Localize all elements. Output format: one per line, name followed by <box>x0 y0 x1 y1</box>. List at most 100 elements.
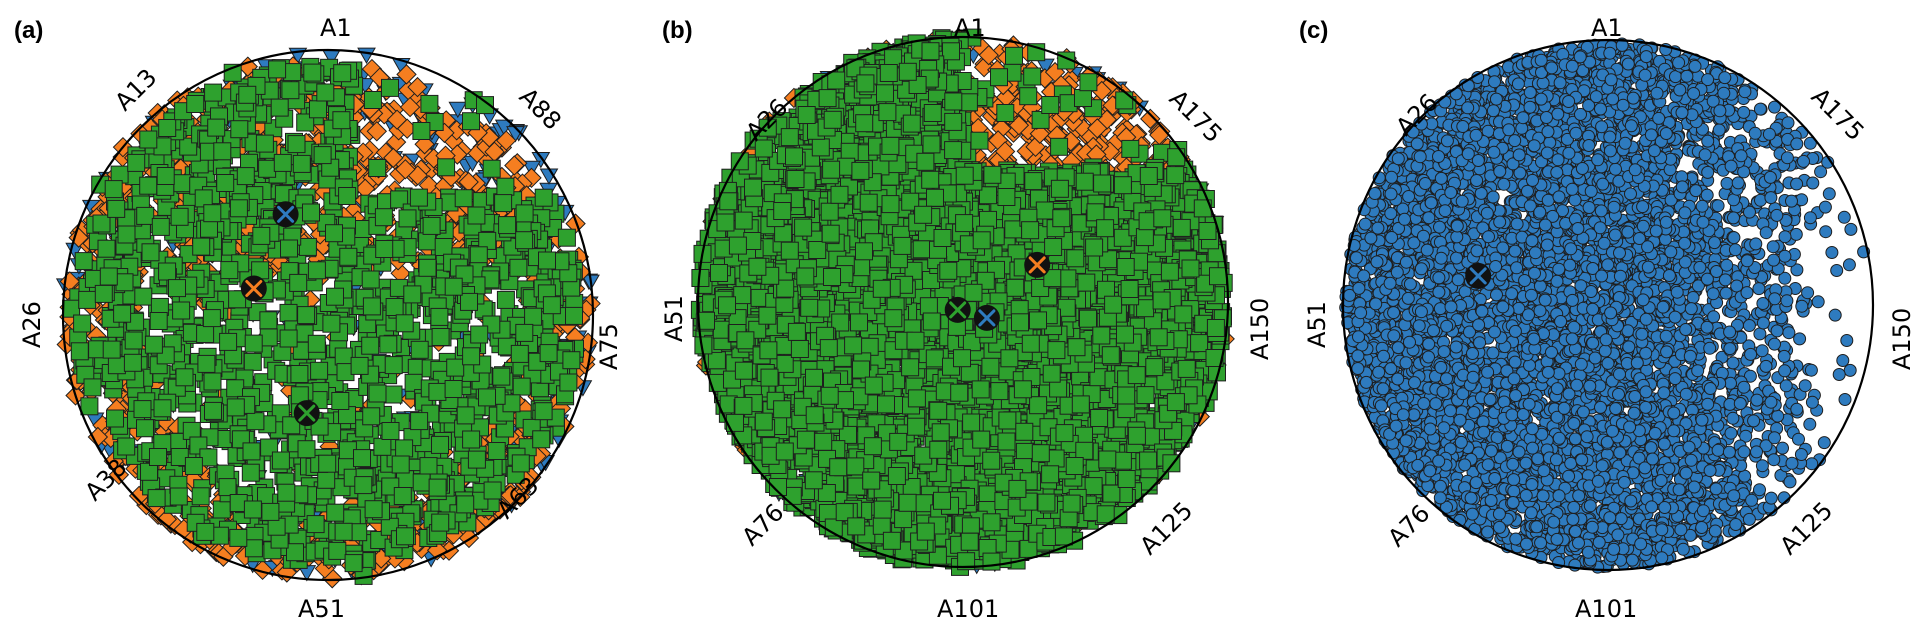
panel-0-point <box>203 204 222 223</box>
panel-a-anchor-A26: A26 <box>18 301 46 348</box>
panel-0-point <box>454 189 473 208</box>
panel-0-point <box>243 352 262 371</box>
panel-0-point <box>191 487 210 506</box>
panel-0-point <box>80 397 99 416</box>
panel-0-point <box>83 378 102 397</box>
panel-0-point <box>307 261 326 280</box>
panel-0-point <box>316 83 335 102</box>
panel-0-point <box>318 454 337 473</box>
panel-0-point <box>456 495 475 514</box>
panel-0-point <box>184 457 203 475</box>
panel-0-point <box>362 407 381 426</box>
panel-0-point <box>350 356 369 375</box>
panel-0-centroid-2 <box>293 400 320 427</box>
panel-0-point <box>212 500 231 519</box>
panel-0-point <box>374 208 393 227</box>
panel-0-point <box>403 285 422 304</box>
panel-0-point <box>430 307 449 326</box>
panel-0-point <box>565 306 583 325</box>
panel-0-point <box>509 258 528 277</box>
panel-0-point <box>158 262 177 281</box>
panel-0-point <box>213 142 232 161</box>
panel-0-point <box>226 379 245 398</box>
panel-0-point <box>158 119 177 137</box>
panel-0-point <box>410 412 429 431</box>
panel-0-point <box>287 135 306 154</box>
panel-a-anchor-A1: A1 <box>320 14 352 42</box>
panel-0-point <box>412 473 431 492</box>
panel-0-point <box>168 279 186 298</box>
panel-0-point <box>487 442 506 460</box>
panel-0-point <box>361 270 380 289</box>
panel-0-point <box>149 312 168 330</box>
panel-0-point <box>127 153 146 172</box>
panel-0-point <box>381 422 400 440</box>
panel-0-point <box>117 225 136 244</box>
panel-0-point <box>532 430 551 449</box>
panel-0-point <box>428 478 447 497</box>
panel-0-point <box>496 290 515 309</box>
panel-0-point <box>332 111 351 130</box>
panel-0-point <box>141 243 160 262</box>
panel-0-point <box>204 401 222 420</box>
panel-0-point <box>107 356 126 375</box>
panel-0-point <box>246 412 265 431</box>
panel-0-point <box>428 382 447 401</box>
panel-0-point <box>444 380 463 398</box>
panel-0-point <box>478 388 496 407</box>
panel-0-point <box>124 331 143 350</box>
panel-0-point <box>172 301 191 320</box>
panel-0-point <box>268 60 287 79</box>
panel-0-point <box>219 332 238 351</box>
panel-0-point <box>281 81 300 100</box>
panel-0-point <box>229 199 248 218</box>
panel-0-point <box>271 451 290 470</box>
panel-0-point <box>136 419 154 438</box>
panel-0-point <box>310 361 329 380</box>
panel-0-point <box>534 188 553 207</box>
panel-0-point <box>173 174 192 193</box>
panel-0-point <box>325 224 343 243</box>
panel-0-point <box>467 206 486 225</box>
panel-0-point <box>243 500 262 519</box>
panel-0-point <box>326 287 344 306</box>
panel-0-point <box>297 306 316 325</box>
panel-0-point <box>309 100 327 119</box>
panel-0-point <box>196 325 215 343</box>
panel-0-point <box>422 216 441 235</box>
panel-0-point <box>117 437 136 456</box>
panel-0-point <box>94 284 113 303</box>
panel-0-point <box>539 344 558 363</box>
panel-0-point <box>279 303 298 322</box>
panel-0-point <box>384 385 403 404</box>
panel-0-point <box>255 134 274 153</box>
panel-0-point <box>467 450 486 469</box>
panel-a-anchor-A51: A51 <box>298 595 345 623</box>
panel-0-point <box>492 367 511 386</box>
panel-0-point <box>542 296 561 315</box>
panel-0-point <box>102 340 121 359</box>
panel-0-point <box>404 373 423 392</box>
panel-0-point <box>419 457 438 476</box>
panel-0-point <box>302 203 320 222</box>
panel-0-point <box>339 247 358 266</box>
panel-0-point <box>375 240 394 258</box>
panel-0-point <box>431 328 450 346</box>
panel-0-point <box>462 347 481 366</box>
panel-0-point <box>207 118 226 137</box>
panel-0-point <box>393 487 412 505</box>
panel-0-point <box>395 439 414 458</box>
panel-0-point <box>353 449 371 468</box>
panel-0-point <box>99 267 118 286</box>
panel-0-point <box>462 430 481 449</box>
panel-0-point <box>73 314 92 333</box>
panel-0-point <box>238 85 257 104</box>
panel-0-point <box>244 334 263 353</box>
panel-0-point <box>462 112 480 131</box>
panel-0-point <box>482 159 501 178</box>
panel-0-point <box>410 340 429 359</box>
panel-0-point <box>74 252 93 271</box>
panel-0-point <box>368 384 387 403</box>
panel-0-point <box>368 159 387 177</box>
panel-b: (b) A1 A26 A51 A76 A101 A125 A150 A175 <box>660 14 1274 623</box>
